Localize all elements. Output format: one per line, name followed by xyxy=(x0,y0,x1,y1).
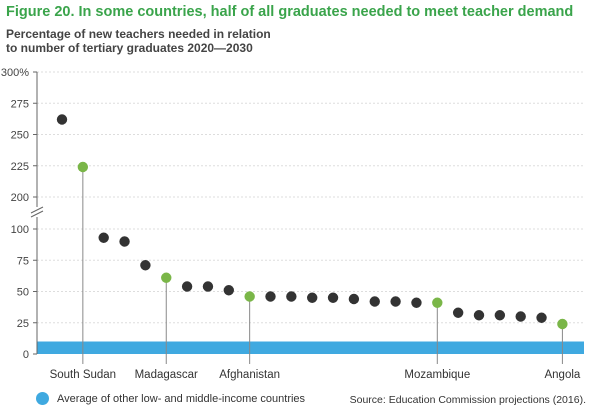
y-tick-label: 50 xyxy=(17,287,29,299)
subtitle-line-2: to number of tertiary graduates 2020—203… xyxy=(6,41,253,55)
y-axis: 0 25 50 75 100 200 225 250 275 300% xyxy=(1,67,44,361)
axis-break-mark xyxy=(30,210,44,218)
source-note: Source: Education Commission projections… xyxy=(349,394,586,406)
average-band xyxy=(37,341,584,354)
category-labels: South Sudan Madagascar Afghanistan Mozambiq… xyxy=(50,369,581,381)
y-tick-label: 225 xyxy=(11,161,29,173)
y-tick-label: 75 xyxy=(17,255,29,267)
data-point xyxy=(202,281,214,292)
data-point xyxy=(223,285,234,296)
highlighted-data-point xyxy=(557,318,568,330)
data-point xyxy=(327,292,339,303)
data-point xyxy=(515,311,526,322)
legend: Average of other low- and middle-income … xyxy=(36,392,305,405)
data-point xyxy=(348,293,360,305)
data-point xyxy=(411,297,422,308)
data-point xyxy=(119,236,130,247)
data-point xyxy=(286,291,297,302)
data-point xyxy=(56,114,68,125)
data-point xyxy=(369,296,380,307)
y-tick-label: 0 xyxy=(23,349,29,361)
y-tick-label: 200 xyxy=(11,192,29,204)
data-point xyxy=(140,260,151,271)
category-label: Mozambique xyxy=(404,369,470,381)
average-band-rect xyxy=(37,341,584,354)
legend-swatch xyxy=(36,392,49,405)
data-point xyxy=(473,310,485,321)
category-label: South Sudan xyxy=(50,369,117,381)
y-tick-label: 25 xyxy=(17,318,29,330)
data-point xyxy=(536,312,547,323)
highlighted-data-point xyxy=(432,297,443,308)
y-tick-label: 250 xyxy=(11,130,29,142)
subtitle-line-1: Percentage of new teachers needed in rel… xyxy=(6,27,271,41)
data-point xyxy=(98,232,109,243)
gridlines xyxy=(37,71,584,324)
chart-subtitle: Percentage of new teachers needed in rel… xyxy=(6,27,271,55)
category-label: Madagascar xyxy=(135,369,198,381)
highlight-drop-lines xyxy=(82,167,563,364)
y-tick-label: 275 xyxy=(11,98,29,110)
category-label: Afghanistan xyxy=(219,369,280,381)
data-point xyxy=(307,292,318,303)
highlighted-data-point xyxy=(244,291,255,302)
legend-label: Average of other low- and middle-income … xyxy=(57,392,306,405)
y-tick-label: 100 xyxy=(11,224,29,236)
data-point xyxy=(390,296,401,307)
data-points xyxy=(56,114,568,330)
figure-title: Figure 20. In some countries, half of al… xyxy=(6,4,574,20)
data-point xyxy=(494,310,506,321)
axis-break-mark xyxy=(30,206,44,214)
data-point xyxy=(181,281,193,292)
data-point xyxy=(452,307,464,318)
data-point xyxy=(265,291,276,302)
category-label: Angola xyxy=(544,369,580,381)
highlighted-data-point xyxy=(77,161,89,173)
y-tick-label: 300% xyxy=(1,67,29,79)
highlighted-data-point xyxy=(161,272,172,283)
